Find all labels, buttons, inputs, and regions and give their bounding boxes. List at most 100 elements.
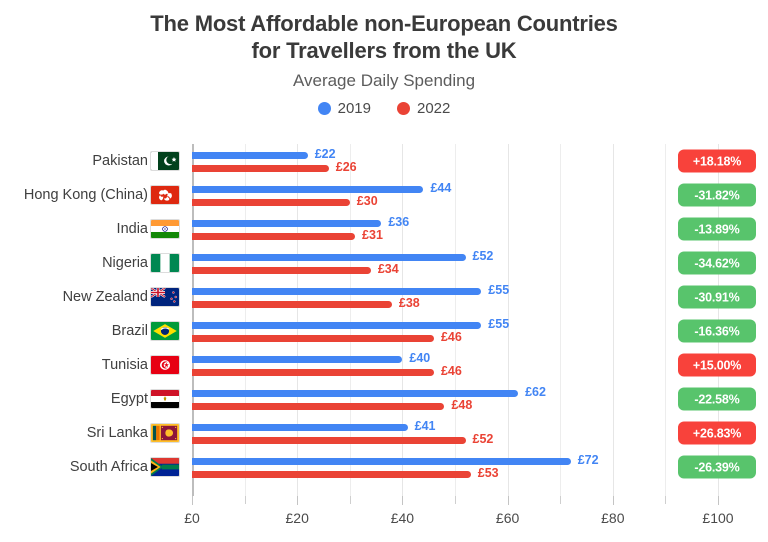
change-badge: +18.18%: [678, 149, 756, 173]
row-label-sri-lanka: Sri Lanka: [86, 425, 148, 441]
bar-2022[interactable]: [192, 335, 434, 342]
gridline-60: [507, 144, 509, 496]
chart-row: Brazil £55 £46 -16.36%: [0, 314, 768, 348]
circle-dot-icon: [317, 102, 331, 115]
bar-2019[interactable]: [192, 458, 571, 465]
axis-tick-30: [349, 496, 351, 504]
bar-value-2022: £46: [440, 364, 462, 378]
change-badge: -13.89%: [678, 217, 756, 241]
chart-plot-area: Pakistan £22 £26 +18.18% Hong Kong (China) £4…: [0, 144, 768, 542]
axis-tick-90: [665, 496, 667, 504]
flag-egypt-icon: [150, 389, 180, 409]
flag-sri-lanka-icon: [150, 423, 180, 443]
chart-row: Pakistan £22 £26 +18.18%: [0, 144, 768, 178]
bar-2022[interactable]: [192, 301, 392, 308]
bar-2022[interactable]: [192, 267, 371, 274]
flag-new-zealand-icon: [150, 287, 180, 307]
bar-value-2019: £52: [472, 249, 494, 263]
circle-dot-icon: [397, 102, 410, 115]
row-bars: £55 £46: [192, 314, 768, 348]
legend-item-2022[interactable]: 2022: [397, 100, 450, 117]
row-label-south-africa: South Africa: [69, 459, 148, 475]
axis-tick-label-100: £100: [702, 510, 734, 526]
change-badge: -31.82%: [678, 183, 756, 207]
gridline-30: [349, 144, 351, 496]
bar-2022[interactable]: [192, 233, 356, 240]
bar-value-2019: £62: [525, 385, 546, 399]
gridline-80: [612, 144, 614, 496]
chart-row: Egypt £62 £48 -22.58%: [0, 382, 768, 416]
bar-2022[interactable]: [192, 471, 471, 478]
row-bars: £22 £26: [192, 144, 768, 178]
bar-value-2022: £31: [362, 228, 383, 242]
bar-value-2022: £46: [440, 330, 462, 344]
axis-tick-40: [402, 496, 404, 505]
flag-india-icon: [150, 219, 180, 239]
axis-tick-label-20: £20: [285, 510, 309, 526]
row-label-hong-kong-china: Hong Kong (China): [23, 187, 148, 203]
row-bars: £40 £46: [192, 348, 768, 382]
chart-rows: Pakistan £22 £26 +18.18% Hong Kong (China) £4…: [0, 144, 768, 484]
axis-tick-100: [718, 496, 719, 505]
bar-2019[interactable]: [192, 424, 408, 431]
chart-subtitle: Average Daily Spending: [292, 71, 476, 90]
axis-baseline: [192, 144, 194, 496]
change-badge: -26.39%: [678, 455, 756, 479]
bar-value-2022: £30: [356, 194, 378, 208]
bar-2019[interactable]: [192, 322, 482, 329]
chart-row: Hong Kong (China) £44 £30 -31.82%: [0, 178, 768, 212]
row-bars: £44 £30: [192, 178, 768, 212]
chart-row: Sri Lanka £41 £52 +26.83%: [0, 416, 768, 450]
chart-title-line-2: for Travellers from the UK: [251, 38, 517, 63]
bar-value-2019: £36: [388, 215, 410, 229]
row-bars: £55 £38: [192, 280, 768, 314]
legend-label: 2022: [417, 100, 451, 117]
axis-tick-70: [560, 496, 562, 504]
bar-2019[interactable]: [192, 186, 424, 193]
gridline-10: [244, 144, 246, 496]
bar-value-2019: £72: [577, 453, 599, 467]
axis-tick-60: [507, 496, 509, 505]
axis-tick-0: [192, 496, 193, 505]
row-label-nigeria: Nigeria: [102, 255, 148, 271]
chart-title: The Most Affordable non-European Countri…: [0, 10, 768, 64]
axis-tick-label-80: £80: [601, 510, 625, 526]
bar-2019[interactable]: [192, 288, 482, 295]
axis-tick-10: [244, 496, 246, 504]
legend-item-2019[interactable]: 2019: [317, 100, 371, 117]
bar-2019[interactable]: [192, 220, 382, 227]
bar-2022[interactable]: [192, 199, 350, 206]
change-badge: -30.91%: [678, 285, 756, 309]
chart-row: India £36 £31 -13.89%: [0, 212, 768, 246]
change-badge: +15.00%: [678, 353, 756, 377]
bar-2019[interactable]: [192, 254, 466, 261]
flag-brazil-icon: [150, 321, 180, 341]
axis-tick-50: [455, 496, 456, 504]
axis-tick-80: [612, 496, 614, 505]
x-axis: £0 £20 £40 £60 £80 £100: [0, 496, 768, 542]
chart-legend: 2019 2022: [0, 100, 768, 117]
bar-2022[interactable]: [192, 165, 329, 172]
bar-2019[interactable]: [192, 390, 519, 397]
bar-value-2019: £40: [409, 351, 431, 365]
row-bars: £72 £53: [192, 450, 768, 484]
axis-tick-20: [297, 496, 299, 505]
bar-value-2022: £34: [377, 262, 399, 276]
change-badge: -22.58%: [678, 387, 756, 411]
bar-2022[interactable]: [192, 437, 466, 444]
bar-2022[interactable]: [192, 403, 445, 410]
bar-value-2019: £41: [414, 419, 436, 433]
row-label-new-zealand: New Zealand: [62, 289, 148, 305]
bar-2019[interactable]: [192, 356, 403, 363]
row-label-tunisia: Tunisia: [101, 357, 148, 373]
bar-value-2019: £55: [488, 317, 510, 331]
change-badge: -34.62%: [678, 251, 756, 275]
flag-nigeria-icon: [150, 253, 180, 273]
axis-tick-label-40: £40: [390, 510, 415, 526]
gridline-70: [560, 144, 562, 496]
bar-value-2022: £38: [398, 296, 420, 310]
gridline-40: [402, 144, 404, 496]
bar-2019[interactable]: [192, 152, 308, 159]
bar-2022[interactable]: [192, 369, 434, 376]
axis-tick-label-0: £0: [184, 510, 200, 526]
